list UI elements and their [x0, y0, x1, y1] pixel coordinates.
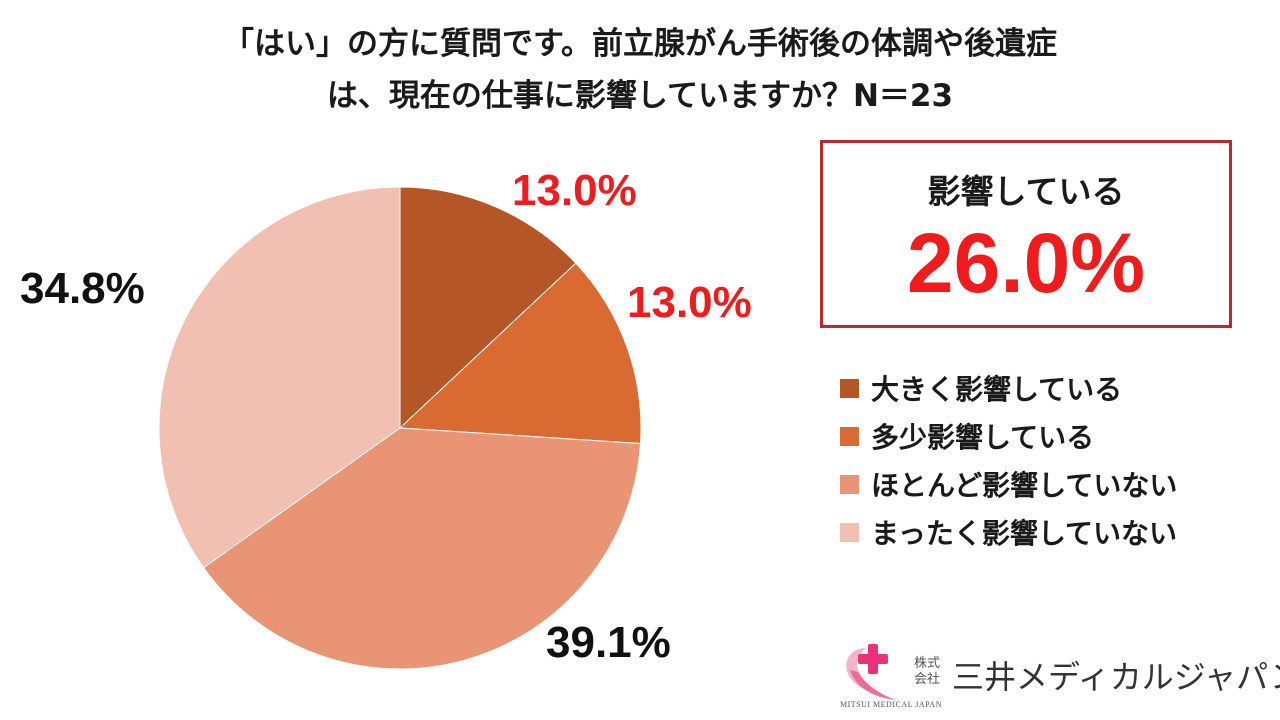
- logo-english-name: MITSUI MEDICAL JAPAN: [840, 700, 942, 709]
- legend-label-2: 多少影響している: [871, 421, 1095, 454]
- legend-swatch-2: [840, 426, 859, 446]
- chart-title-line2: は、現在の仕事に影響していますか？N＝23: [326, 78, 954, 114]
- pie-slice-2: [398, 262, 642, 445]
- callout-label: 影響している: [927, 172, 1125, 211]
- legend-item-2: 多少影響している: [840, 412, 1177, 460]
- chart-legend: 大きく影響している 多少影響しているほとんど影響していない まったく影響していない: [840, 364, 1177, 556]
- legend-swatch-3: [840, 474, 859, 494]
- pie-slice-3: [202, 427, 642, 670]
- legend-swatch-4: [840, 522, 859, 542]
- pie-slice-1: [399, 186, 577, 430]
- legend-item-3: ほとんど影響していない: [840, 460, 1177, 508]
- pie-label-4: 34.8%: [20, 264, 145, 313]
- pie-slice-4: [158, 186, 401, 569]
- legend-item-1: 大きく影響している: [840, 364, 1177, 412]
- pie-label-3: 39.1%: [546, 618, 671, 667]
- chart-title: 「はい」の方に質問です。前立腺がん手術後の体調や後遺症 は、現在の仕事に影響して…: [0, 18, 1280, 122]
- legend-label-4: まったく影響していない: [871, 517, 1178, 550]
- legend-label-1: 大きく影響している: [871, 373, 1123, 406]
- pie-label-2: 13.0%: [627, 278, 752, 327]
- legend-item-4: まったく影響していない: [840, 508, 1177, 556]
- callout-value: 26.0%: [906, 216, 1146, 310]
- logo-kabushikigaisha: 株式会社: [914, 656, 941, 687]
- company-logo: 株式会社 三井メディカルジャパン MITSUI MEDICAL JAPAN: [836, 640, 1280, 715]
- pie-label-1: 13.0%: [512, 166, 637, 215]
- cross-logo-icon: [846, 644, 896, 700]
- summary-callout: 影響している 26.0%: [820, 140, 1232, 328]
- legend-swatch-1: [840, 378, 859, 398]
- chart-title-line1: 「はい」の方に質問です。前立腺がん手術後の体調や後遺症: [223, 26, 1057, 62]
- logo-company-name: 三井メディカルジャパン: [952, 658, 1280, 696]
- legend-label-3: ほとんど影響していない: [871, 469, 1178, 502]
